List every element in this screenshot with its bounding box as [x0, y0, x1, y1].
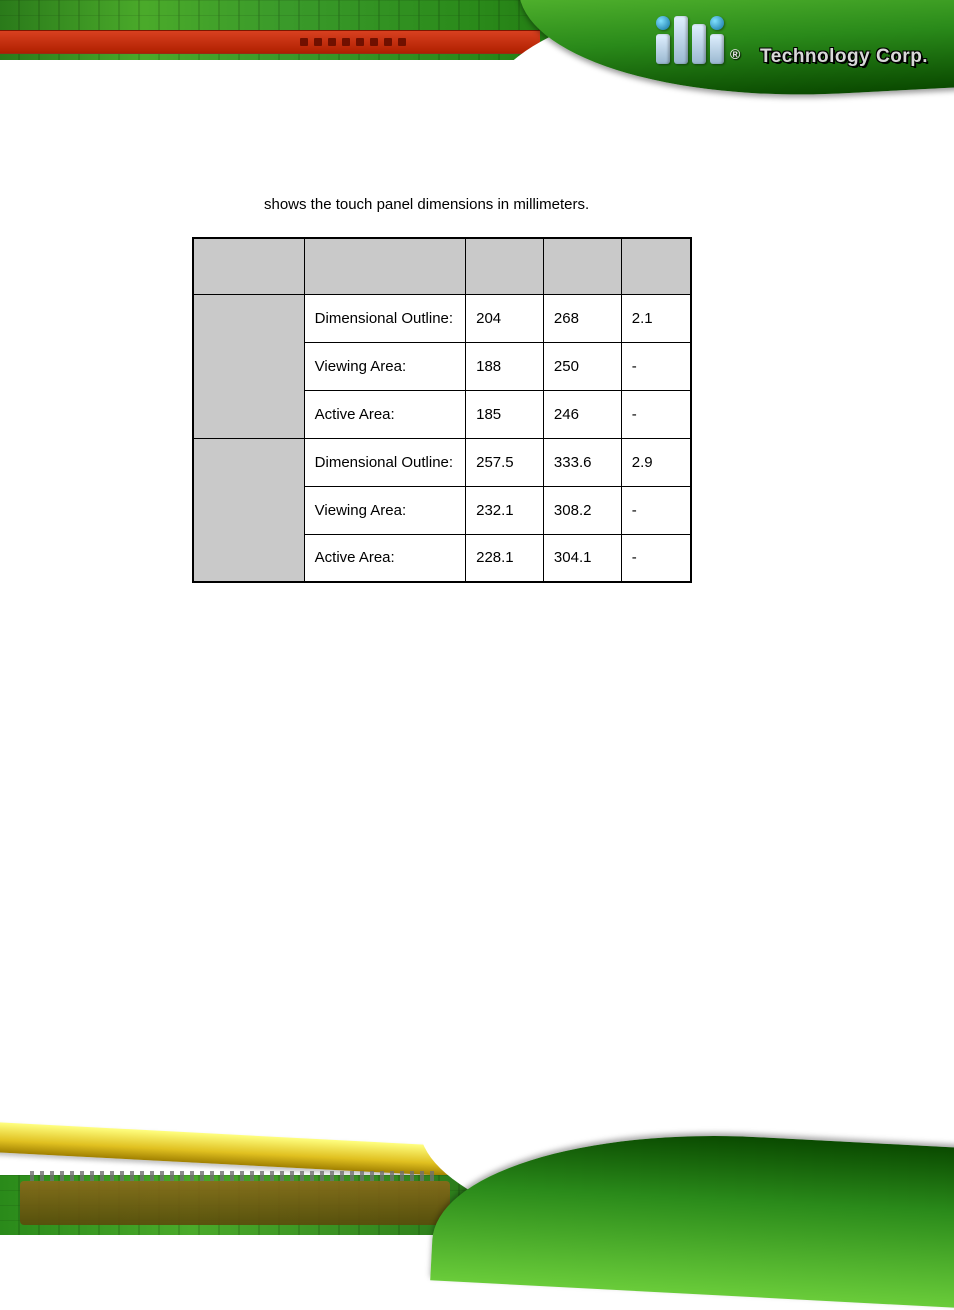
- dimensions-table: Dimensional Outline: 204 268 2.1 Viewing…: [192, 237, 692, 583]
- label-cell: Dimensional Outline:: [304, 438, 465, 486]
- model-cell: [193, 294, 304, 438]
- value-cell: 333.6: [543, 438, 621, 486]
- value-cell: 257.5: [466, 438, 544, 486]
- value-cell: 2.1: [621, 294, 691, 342]
- value-cell: 304.1: [543, 534, 621, 582]
- logo-dot-icon: [710, 16, 724, 30]
- header-red-dots: [300, 34, 420, 50]
- table-header: [621, 238, 691, 294]
- table-header: [193, 238, 304, 294]
- table-header: [543, 238, 621, 294]
- value-cell: 250: [543, 342, 621, 390]
- label-cell: Active Area:: [304, 390, 465, 438]
- company-name: Technology Corp.: [760, 46, 928, 68]
- logo-bar-icon: [674, 16, 688, 64]
- logo-bar-icon: [692, 24, 706, 64]
- value-cell: 246: [543, 390, 621, 438]
- intro-text: shows the touch panel dimensions in mill…: [264, 196, 772, 213]
- value-cell: 232.1: [466, 486, 544, 534]
- header-red-strip: [0, 30, 540, 54]
- value-cell: 188: [466, 342, 544, 390]
- table-header: [466, 238, 544, 294]
- value-cell: 204: [466, 294, 544, 342]
- registered-mark: ®: [730, 46, 740, 62]
- value-cell: -: [621, 486, 691, 534]
- logo-bar-icon: [710, 34, 724, 64]
- value-cell: -: [621, 390, 691, 438]
- label-cell: Dimensional Outline:: [304, 294, 465, 342]
- footer-chip-pins: [30, 1171, 440, 1181]
- label-cell: Viewing Area:: [304, 342, 465, 390]
- value-cell: -: [621, 342, 691, 390]
- table-header: [304, 238, 465, 294]
- table-header-row: [193, 238, 691, 294]
- value-cell: 268: [543, 294, 621, 342]
- logo-bar-icon: [656, 34, 670, 64]
- footer-banner: [0, 1115, 954, 1235]
- label-cell: Viewing Area:: [304, 486, 465, 534]
- page-content: shows the touch panel dimensions in mill…: [192, 196, 772, 583]
- value-cell: 185: [466, 390, 544, 438]
- company-logo: ®: [656, 16, 740, 64]
- value-cell: 228.1: [466, 534, 544, 582]
- table-row: Dimensional Outline: 257.5 333.6 2.9: [193, 438, 691, 486]
- label-cell: Active Area:: [304, 534, 465, 582]
- value-cell: 308.2: [543, 486, 621, 534]
- model-cell: [193, 438, 304, 582]
- footer-chip-strip: [20, 1181, 450, 1225]
- table-row: Dimensional Outline: 204 268 2.1: [193, 294, 691, 342]
- logo-dot-icon: [656, 16, 670, 30]
- header-banner: ® Technology Corp.: [0, 0, 954, 120]
- value-cell: -: [621, 534, 691, 582]
- value-cell: 2.9: [621, 438, 691, 486]
